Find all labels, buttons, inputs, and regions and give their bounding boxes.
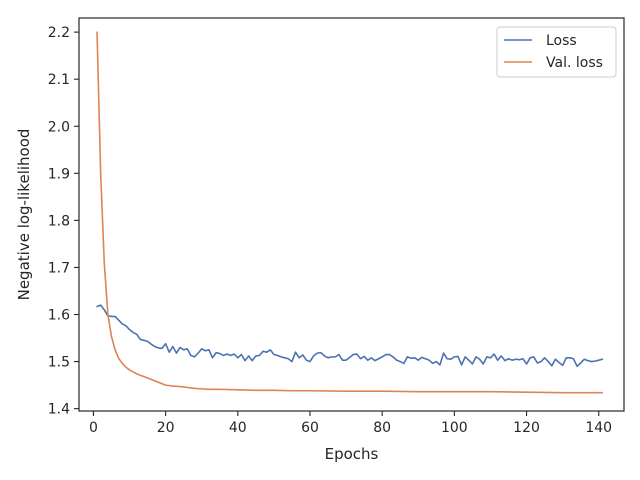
y-tick-label: 1.7 bbox=[48, 260, 70, 276]
x-tick-label: 100 bbox=[441, 420, 468, 436]
x-axis-label: Epochs bbox=[325, 445, 379, 463]
legend-label: Loss bbox=[546, 33, 577, 49]
x-tick-label: 120 bbox=[513, 420, 540, 436]
axes-frame bbox=[78, 17, 625, 412]
x-tick-label: 140 bbox=[585, 420, 612, 436]
y-tick-label: 1.6 bbox=[48, 308, 70, 324]
series-line-val-loss bbox=[96, 31, 604, 394]
legend-label: Val. loss bbox=[546, 55, 603, 71]
y-axis: 1.4 1.5 1.6 1.7 1.8 1.9 2.0 2.1 2.2 bbox=[48, 25, 79, 418]
y-tick-label: 2.2 bbox=[48, 25, 70, 41]
x-tick-label: 40 bbox=[229, 420, 247, 436]
x-axis: 0 20 40 60 80 100 120 140 bbox=[89, 411, 612, 436]
x-tick-label: 80 bbox=[373, 420, 391, 436]
x-tick-label: 20 bbox=[157, 420, 175, 436]
legend: Loss Val. loss bbox=[496, 26, 617, 78]
y-tick-label: 1.8 bbox=[48, 213, 70, 229]
y-tick-label: 1.5 bbox=[48, 355, 70, 371]
y-tick-label: 2.0 bbox=[48, 119, 70, 135]
x-tick-label: 0 bbox=[89, 420, 98, 436]
y-tick-label: 2.1 bbox=[48, 72, 70, 88]
y-tick-label: 1.4 bbox=[48, 402, 70, 418]
x-tick-label: 60 bbox=[301, 420, 319, 436]
y-tick-label: 1.9 bbox=[48, 166, 70, 182]
y-axis-label: Negative log-likelihood bbox=[15, 129, 33, 301]
plot-area bbox=[96, 31, 604, 394]
series-line-loss bbox=[96, 304, 604, 368]
